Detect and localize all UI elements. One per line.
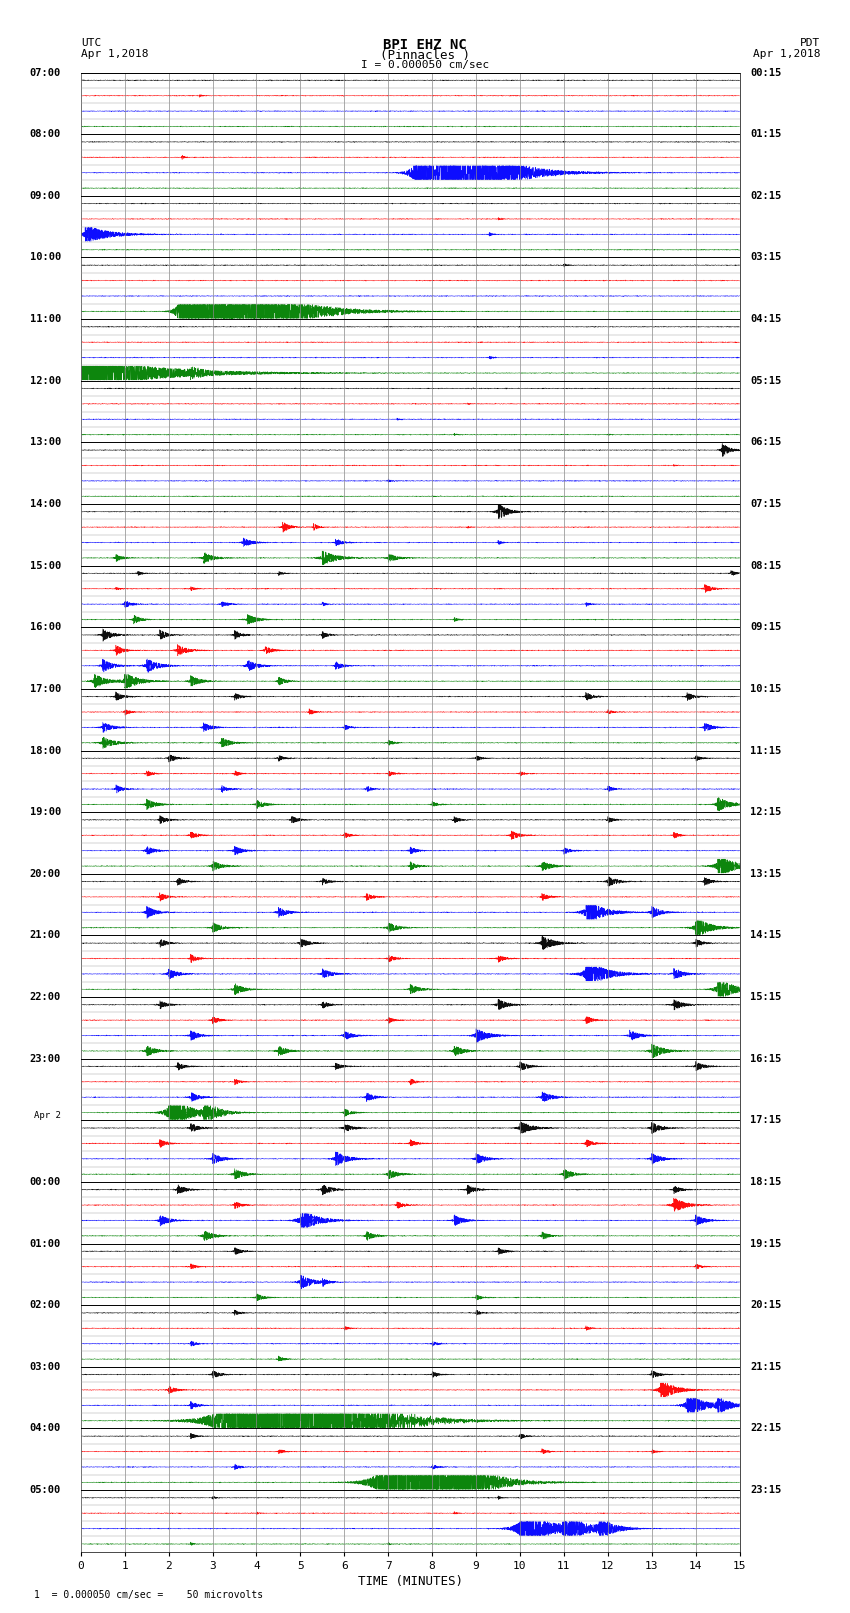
Text: 08:15: 08:15: [751, 561, 782, 571]
Text: 00:15: 00:15: [751, 68, 782, 77]
Text: 23:00: 23:00: [30, 1053, 61, 1063]
Text: 07:00: 07:00: [30, 68, 61, 77]
Text: 01:15: 01:15: [751, 129, 782, 139]
Text: 09:15: 09:15: [751, 623, 782, 632]
Text: Apr 2: Apr 2: [34, 1111, 61, 1121]
Text: 17:00: 17:00: [30, 684, 61, 694]
Text: 18:00: 18:00: [30, 745, 61, 755]
Text: 14:15: 14:15: [751, 931, 782, 940]
X-axis label: TIME (MINUTES): TIME (MINUTES): [358, 1574, 462, 1587]
Text: 10:15: 10:15: [751, 684, 782, 694]
Text: 02:00: 02:00: [30, 1300, 61, 1310]
Text: 11:00: 11:00: [30, 315, 61, 324]
Text: 13:15: 13:15: [751, 869, 782, 879]
Text: 19:15: 19:15: [751, 1239, 782, 1248]
Text: 00:00: 00:00: [30, 1177, 61, 1187]
Text: 21:00: 21:00: [30, 931, 61, 940]
Text: 15:00: 15:00: [30, 561, 61, 571]
Text: 09:00: 09:00: [30, 190, 61, 202]
Text: 15:15: 15:15: [751, 992, 782, 1002]
Text: UTC: UTC: [81, 37, 101, 48]
Text: 01:00: 01:00: [30, 1239, 61, 1248]
Text: 06:15: 06:15: [751, 437, 782, 447]
Text: Apr 1,2018: Apr 1,2018: [753, 50, 820, 60]
Text: 05:15: 05:15: [751, 376, 782, 386]
Text: PDT: PDT: [800, 37, 820, 48]
Text: 21:15: 21:15: [751, 1361, 782, 1371]
Text: 20:15: 20:15: [751, 1300, 782, 1310]
Text: 11:15: 11:15: [751, 745, 782, 755]
Text: 13:00: 13:00: [30, 437, 61, 447]
Text: 20:00: 20:00: [30, 869, 61, 879]
Text: 23:15: 23:15: [751, 1486, 782, 1495]
Text: 16:15: 16:15: [751, 1053, 782, 1063]
Text: 16:00: 16:00: [30, 623, 61, 632]
Text: 14:00: 14:00: [30, 498, 61, 510]
Text: 22:15: 22:15: [751, 1423, 782, 1434]
Text: Apr 1,2018: Apr 1,2018: [81, 50, 148, 60]
Text: 17:15: 17:15: [751, 1115, 782, 1126]
Text: 22:00: 22:00: [30, 992, 61, 1002]
Text: 02:15: 02:15: [751, 190, 782, 202]
Text: 04:00: 04:00: [30, 1423, 61, 1434]
Text: 07:15: 07:15: [751, 498, 782, 510]
Text: BPI EHZ NC: BPI EHZ NC: [383, 37, 467, 52]
Text: 12:15: 12:15: [751, 806, 782, 818]
Text: 18:15: 18:15: [751, 1177, 782, 1187]
Text: 1  = 0.000050 cm/sec =    50 microvolts: 1 = 0.000050 cm/sec = 50 microvolts: [34, 1590, 264, 1600]
Text: 08:00: 08:00: [30, 129, 61, 139]
Text: 19:00: 19:00: [30, 806, 61, 818]
Text: 05:00: 05:00: [30, 1486, 61, 1495]
Text: 04:15: 04:15: [751, 315, 782, 324]
Text: 12:00: 12:00: [30, 376, 61, 386]
Text: 03:00: 03:00: [30, 1361, 61, 1371]
Text: 03:15: 03:15: [751, 253, 782, 263]
Text: I = 0.000050 cm/sec: I = 0.000050 cm/sec: [361, 60, 489, 71]
Text: 10:00: 10:00: [30, 253, 61, 263]
Text: (Pinnacles ): (Pinnacles ): [380, 50, 470, 63]
